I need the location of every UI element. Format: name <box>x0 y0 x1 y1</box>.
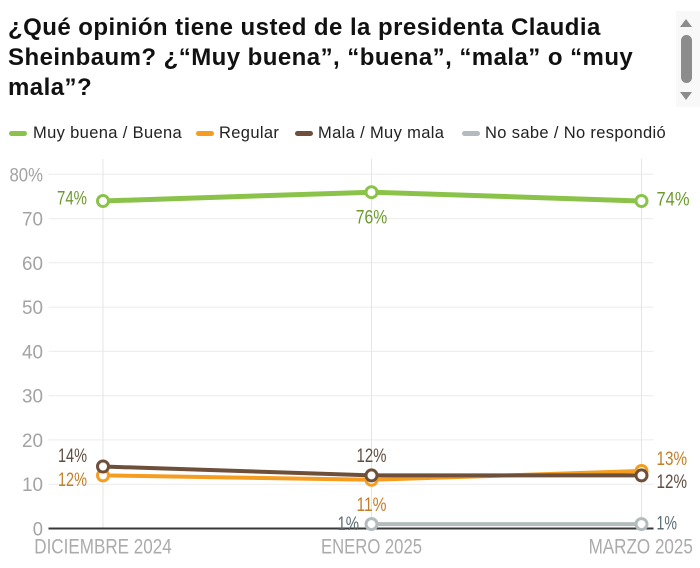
svg-text:1%: 1% <box>338 514 360 535</box>
svg-text:1%: 1% <box>657 513 678 534</box>
svg-text:ENERO 2025: ENERO 2025 <box>321 535 422 559</box>
svg-text:14%: 14% <box>58 446 87 467</box>
svg-text:80%: 80% <box>10 164 44 186</box>
svg-text:30: 30 <box>22 386 43 408</box>
svg-text:40: 40 <box>22 341 43 363</box>
svg-text:11%: 11% <box>357 495 387 516</box>
svg-text:12%: 12% <box>58 470 87 491</box>
svg-text:76%: 76% <box>356 208 388 229</box>
svg-text:10: 10 <box>22 474 43 496</box>
svg-text:DICIEMBRE 2024: DICIEMBRE 2024 <box>34 535 172 559</box>
svg-text:60: 60 <box>22 253 43 275</box>
svg-text:74%: 74% <box>57 189 87 210</box>
svg-text:74%: 74% <box>657 190 690 211</box>
svg-text:13%: 13% <box>657 449 688 470</box>
svg-text:50: 50 <box>22 297 43 319</box>
svg-text:12%: 12% <box>657 472 688 493</box>
svg-text:0: 0 <box>33 519 43 541</box>
svg-text:MARZO 2025: MARZO 2025 <box>589 535 693 559</box>
svg-text:70: 70 <box>22 209 43 231</box>
svg-text:20: 20 <box>22 430 43 452</box>
svg-text:12%: 12% <box>357 446 387 467</box>
